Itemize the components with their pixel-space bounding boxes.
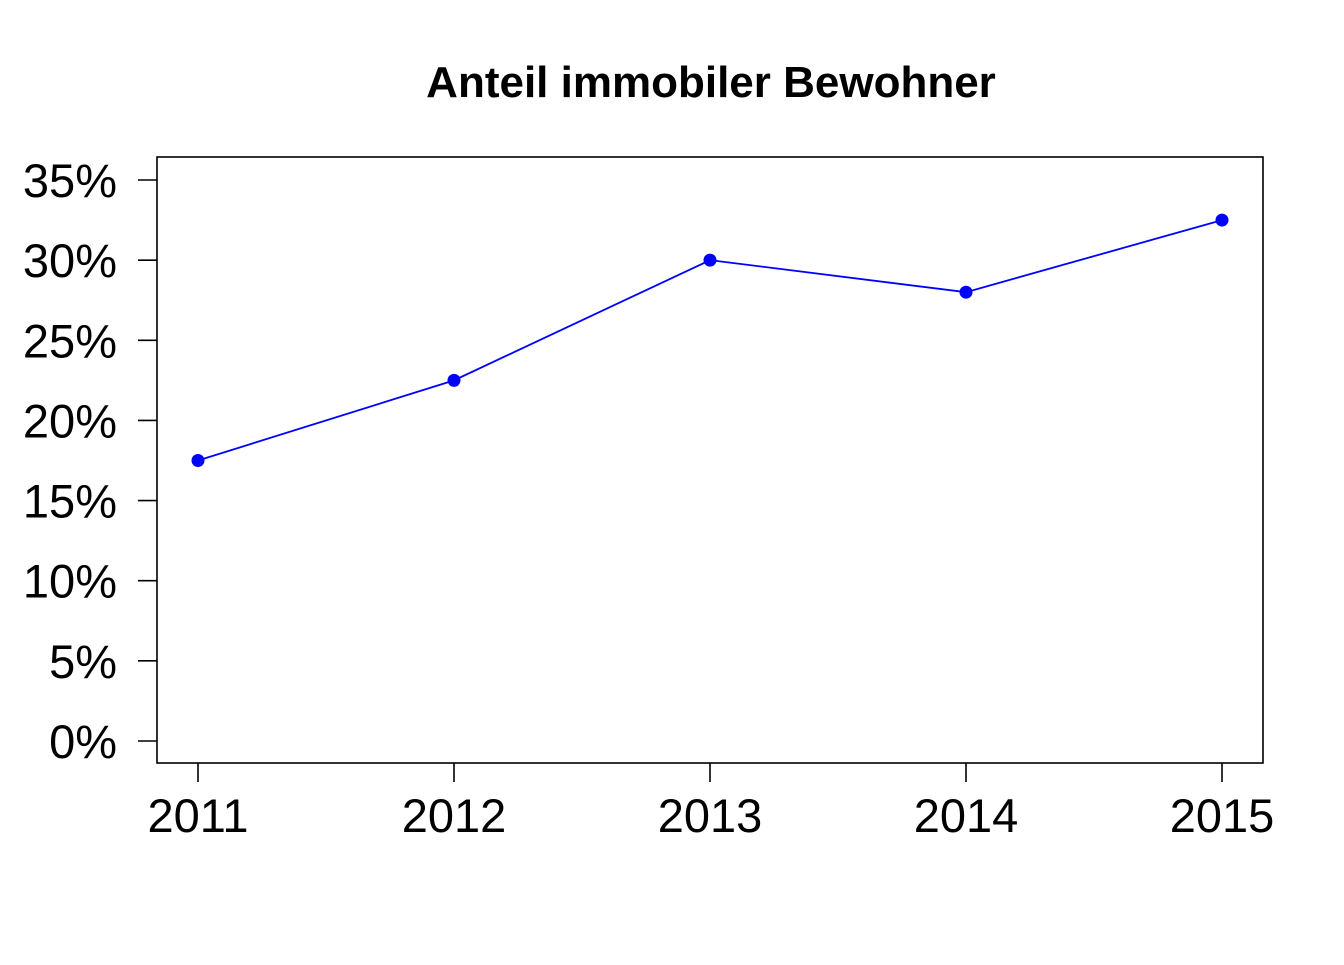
chart-title: Anteil immobiler Bewohner (426, 58, 996, 107)
y-tick-label: 30% (23, 234, 117, 287)
x-tick-label: 2011 (147, 789, 248, 842)
data-point-2014 (959, 285, 973, 299)
x-tick-label: 2012 (402, 789, 507, 842)
y-tick-label: 10% (23, 555, 117, 608)
x-tick-label: 2015 (1170, 789, 1275, 842)
plot-frame (156, 156, 1264, 764)
y-tick-label: 20% (23, 394, 117, 447)
y-tick-label: 35% (23, 154, 117, 207)
x-axis: 2011 2012 2013 2014 2015 (147, 763, 1274, 842)
y-tick-label: 15% (23, 475, 117, 528)
data-point-2011 (191, 454, 205, 467)
y-axis: 0% 5% 10% 15% 20% 25% 30% 35% (23, 154, 157, 768)
data-point-2013 (703, 253, 717, 267)
data-point-2015 (1215, 213, 1229, 227)
y-tick-label: 25% (23, 314, 117, 367)
series-layer (191, 213, 1229, 467)
x-tick-label: 2014 (914, 789, 1019, 842)
x-tick-label: 2013 (658, 789, 763, 842)
y-tick-label: 0% (49, 715, 117, 768)
y-tick-label: 5% (49, 635, 117, 688)
data-point-2012 (447, 373, 461, 387)
